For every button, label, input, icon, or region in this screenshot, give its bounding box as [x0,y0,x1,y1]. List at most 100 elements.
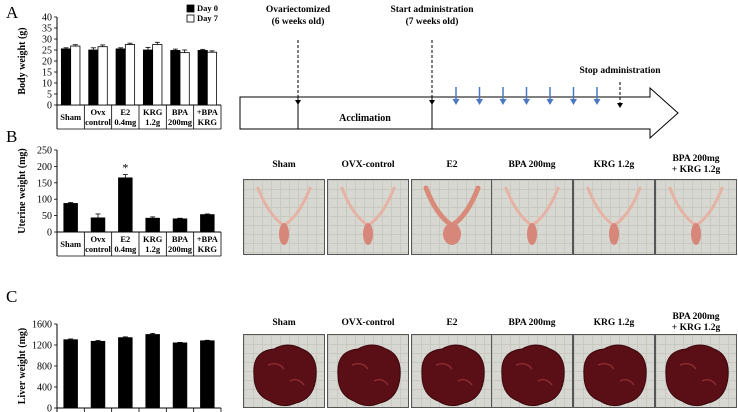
uterine-weight-chart-ytick-label: 0 [47,228,52,239]
body-weight-chart-category-label: Ovx control [85,107,111,127]
dose-arrowhead [499,99,507,105]
body-weight-chart-bar [60,48,72,106]
liver-weight-chart-ylabel: Liver weight (mg) [17,328,28,404]
stop-label: Stop administration [579,66,661,76]
uterine-weight-chart-ytick-label: 200 [37,162,52,173]
liver-photo-label: OVX-control [341,318,395,328]
liver-photo-label: BPA 200mg [508,318,556,328]
uterus-specimen [340,186,396,245]
ovariectomy-label: Ovariectomized (6 weeks old) [266,5,331,27]
panel-letter-C: C [6,287,17,306]
uterus-specimen [504,186,560,245]
liver-weight-chart-bar [172,342,188,409]
uterus-photo [655,179,737,255]
liver-photo-label: E2 [446,318,458,328]
body-weight-chart-bar [115,48,126,106]
uterine-weight-chart-bar [172,218,188,233]
liver-photo [573,334,655,408]
uterine-weight-chart-bar [200,214,215,233]
uterine-weight-chart-category-label: KRG 1.2g [143,234,163,254]
liver-specimen [337,344,401,407]
body-weight-chart-ytick-label: 5 [47,90,52,101]
body-weight-chart-category-label: +BPA KRG [197,107,219,127]
liver-photo [243,334,325,408]
uterine-weight-chart-category-label: Ovx control [85,234,111,254]
liver-specimen [253,344,317,407]
body-weight-chart-ytick-label: 10 [42,79,52,90]
body-weight-chart-bar [88,49,99,106]
uterine-weight-chart-ytick-label: 150 [37,178,52,189]
uterus-photo-label: BPA 200mg [508,160,556,170]
uterine-weight-chart-ytick-label: 50 [42,211,52,222]
uterus-photo-label: Sham [272,160,296,170]
uterus-specimen [668,186,724,245]
liver-weight-chart-bar [90,340,106,409]
liver-weight-chart-ytick-label: 1200 [32,341,52,352]
body-weight-chart-bar [124,44,136,106]
uterine-weight-chart-annotation: * [122,161,128,175]
acclimation-label: Acclimation [339,113,391,124]
liver-weight-chart-ytick-label: 1600 [32,320,52,331]
liver-weight-chart-ytick-label: 0 [47,404,52,412]
uterine-weight-chart-category-label: +BPA KRG [197,234,219,254]
uterus-specimen [423,185,481,245]
body-weight-chart-legend-swatch [186,14,195,23]
stop-arrowhead [617,103,623,108]
uterus-photo [573,179,655,255]
uterus-photo-label: OVX-control [341,160,395,170]
liver-weight-chart-bar [145,334,160,409]
liver-photo-label: Sham [272,318,296,328]
dose-arrowhead [546,99,554,105]
body-weight-chart-bar [170,50,181,106]
timeline-arrow [239,86,679,140]
uterus-specimen [256,186,312,245]
body-weight-chart-ytick-label: 15 [42,68,52,79]
liver-weight-chart-ytick-label: 800 [37,362,52,373]
uterine-weight-chart-category-label: BPA 200mg [168,234,193,254]
liver-weight-chart-ytick-label: 400 [37,383,52,394]
body-weight-chart-ytick-label: 30 [42,35,52,46]
uterus-photo [411,179,493,255]
dose-arrowhead [570,99,577,105]
body-weight-chart-bar [206,51,218,106]
dose-arrowhead [523,99,530,105]
body-weight-chart-bar [142,49,154,106]
body-weight-chart-bar [70,45,81,106]
uterine-weight-chart-ylabel: Uterine weight (mg) [17,148,28,234]
liver-weight-chart-bar [200,340,215,409]
liver-specimen [665,344,729,407]
liver-weight-chart-bar [118,337,133,409]
uterus-photo [243,179,325,255]
liver-photo [411,334,493,408]
panel-letter-B: B [6,127,17,146]
body-weight-chart-legend-label: Day 7 [197,13,219,23]
body-weight-chart-ylabel: Body weight (g) [17,27,28,94]
body-weight-chart-category-label: KRG 1.2g [143,107,163,127]
liver-specimen [583,344,647,407]
start-label: Start administration (7 weeks old) [390,5,474,27]
liver-weight-chart-bar [63,339,78,409]
uterine-weight-chart-ytick-label: 100 [37,195,52,206]
liver-photo [327,334,409,408]
uterine-weight-chart-bar [63,203,78,233]
uterus-photo [327,179,409,255]
body-weight-chart-bar [197,50,208,106]
dose-arrowhead [593,99,601,105]
liver-specimen [501,344,565,407]
panel-letter-A: A [6,3,19,22]
body-weight-chart-bar [179,52,190,106]
uterine-weight-chart-ytick-label: 250 [37,146,52,157]
body-weight-chart-ytick-label: 0 [47,101,52,112]
uterine-weight-chart-bar [145,217,160,233]
body-weight-chart-bar [97,46,108,106]
body-weight-chart-ytick-label: 25 [42,46,52,57]
body-weight-chart-ytick-label: 35 [42,24,52,35]
liver-weight-chart-category-label: E20.4mg [114,410,137,412]
uterine-weight-chart-bar [118,177,133,233]
body-weight-chart-category-label: E2 0.4mg [114,107,137,127]
uterine-weight-chart-category-label: Sham [60,239,81,249]
